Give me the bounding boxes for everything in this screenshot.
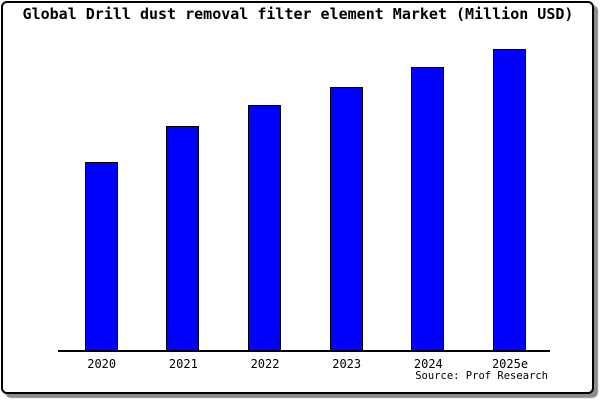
bar-2023 [329,86,363,350]
bar-2025e [493,49,526,350]
bar-2020 [84,161,118,350]
x-tick-label-2025e: 2025e [491,357,529,371]
x-tick-label-2021: 2021 [168,357,198,371]
chart-title: Global Drill dust removal filter element… [22,5,574,23]
x-tick-label-2022: 2022 [250,357,280,371]
source-credit: Source: Prof Research [415,370,548,382]
x-axis-labels: 2020 2021 2022 2023 2024 2025e [58,357,550,373]
bar-2022 [248,104,282,350]
x-tick-label-2024: 2024 [413,357,443,371]
bar-2021 [166,125,200,350]
bar-2024 [411,67,445,350]
x-tick-label-2023: 2023 [332,357,362,371]
plot-area [58,45,550,352]
x-tick-label-2020: 2020 [87,357,117,371]
